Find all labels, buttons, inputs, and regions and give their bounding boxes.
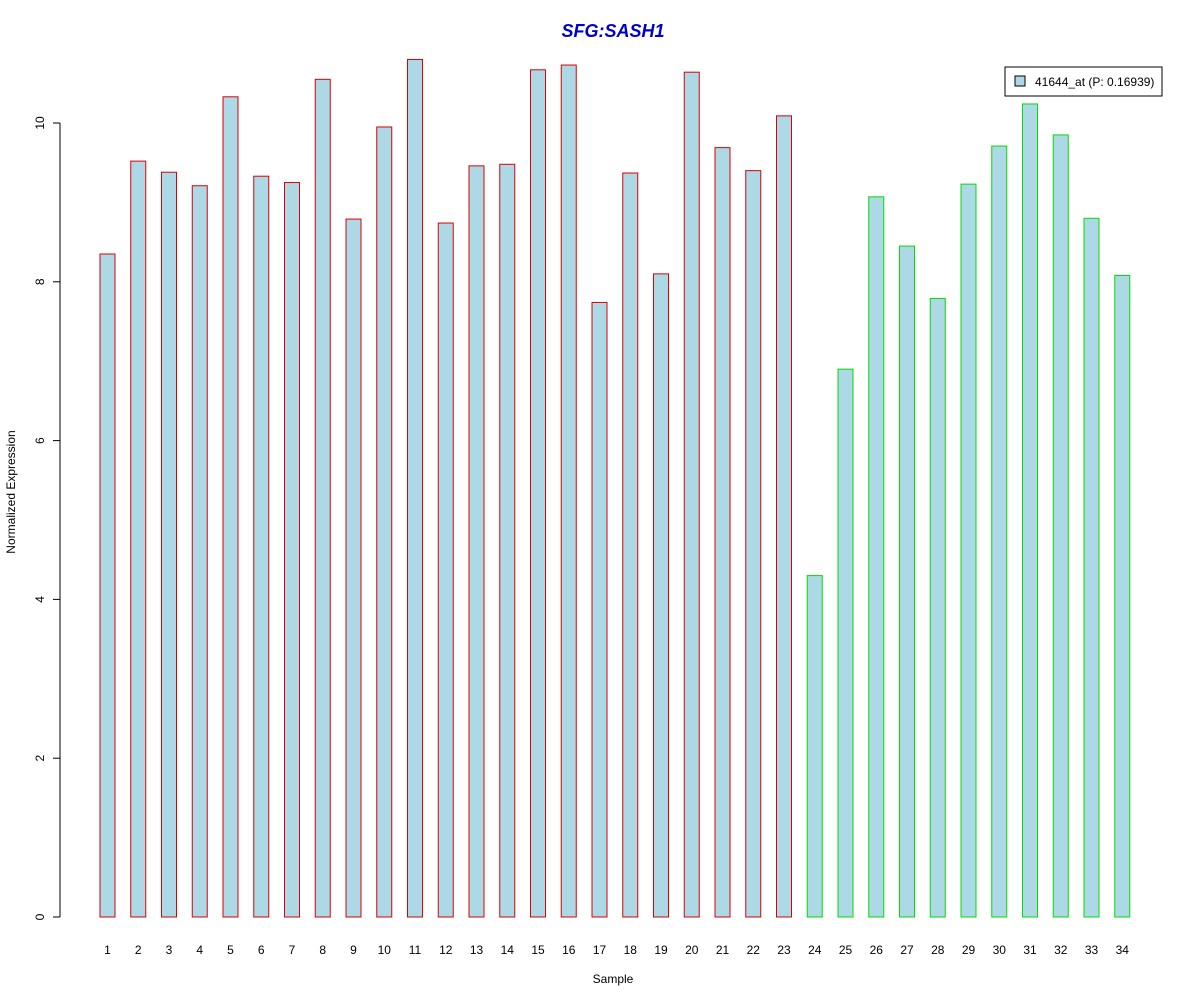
bar-sample-20 xyxy=(683,71,700,918)
x-tick-label: 31 xyxy=(1023,943,1037,957)
bar-sample-34 xyxy=(1114,274,1131,918)
bars-group xyxy=(99,58,1131,918)
legend: 41644_at (P: 0.16939) xyxy=(1004,66,1163,97)
bar-sample-15 xyxy=(530,69,546,918)
x-tick-label: 25 xyxy=(839,943,853,957)
bar-sample-9 xyxy=(345,218,362,918)
x-tick-label: 5 xyxy=(227,943,234,957)
x-tick-label: 3 xyxy=(166,943,173,957)
bar-sample-22 xyxy=(745,170,762,918)
chart-title: SFG:SASH1 xyxy=(561,21,664,41)
x-tick-label: 14 xyxy=(501,943,515,957)
x-tick-label: 21 xyxy=(716,943,730,957)
x-tick-label: 8 xyxy=(319,943,326,957)
y-tick-label: 2 xyxy=(33,755,47,762)
bar-sample-19 xyxy=(653,273,669,918)
x-tick-label: 29 xyxy=(962,943,976,957)
x-tick-label: 24 xyxy=(808,943,822,957)
bar-sample-8 xyxy=(314,78,331,918)
bar-sample-32 xyxy=(1052,134,1069,918)
bar-sample-28 xyxy=(929,297,946,918)
x-tick-label: 33 xyxy=(1085,943,1099,957)
x-tick-label: 1 xyxy=(104,943,111,957)
y-tick-label: 8 xyxy=(33,278,47,285)
bar-sample-12 xyxy=(437,222,454,918)
x-tick-label: 9 xyxy=(350,943,357,957)
y-tick-label: 4 xyxy=(33,596,47,603)
x-tick-label: 30 xyxy=(993,943,1007,957)
x-axis-labels: 1 2 3 4 5 6 7 8 9 10 11 12 13 14 15 16 17 18 19 20 21 22 23 24 2… xyxy=(104,943,1129,957)
bar-sample-29 xyxy=(960,183,977,918)
bar-sample-18 xyxy=(622,172,639,918)
bar-sample-27 xyxy=(899,245,915,918)
bar-sample-14 xyxy=(499,163,516,918)
x-axis-label: Sample xyxy=(593,972,634,986)
legend-swatch xyxy=(1014,75,1026,87)
legend-entry: 41644_at (P: 0.16939) xyxy=(1035,75,1154,89)
x-tick-label: 16 xyxy=(562,943,576,957)
x-tick-label: 6 xyxy=(258,943,265,957)
bar-sample-11 xyxy=(407,58,423,918)
bar-sample-5 xyxy=(222,96,239,918)
bar-sample-2 xyxy=(130,160,147,918)
x-tick-label: 11 xyxy=(409,943,422,957)
x-tick-label: 4 xyxy=(196,943,203,957)
bar-sample-24 xyxy=(806,575,823,918)
x-tick-label: 34 xyxy=(1116,943,1130,957)
x-tick-label: 20 xyxy=(685,943,699,957)
bar-sample-4 xyxy=(191,185,208,918)
bar-sample-3 xyxy=(161,171,177,918)
bar-sample-31 xyxy=(1022,103,1038,918)
x-tick-label: 13 xyxy=(470,943,484,957)
y-axis: 0 2 4 6 8 10 xyxy=(33,116,61,920)
bar-sample-16 xyxy=(560,64,577,918)
bar-sample-6 xyxy=(253,175,270,918)
x-tick-label: 2 xyxy=(135,943,142,957)
bar-sample-30 xyxy=(991,145,1008,918)
bar-sample-21 xyxy=(714,147,731,918)
x-tick-label: 26 xyxy=(870,943,884,957)
y-tick-label: 6 xyxy=(33,437,47,444)
x-tick-label: 32 xyxy=(1054,943,1068,957)
bar-sample-7 xyxy=(284,182,300,918)
y-tick-label: 0 xyxy=(33,913,47,920)
bar-sample-25 xyxy=(837,368,854,918)
bar-sample-23 xyxy=(776,115,792,918)
x-tick-label: 22 xyxy=(747,943,761,957)
x-tick-label: 10 xyxy=(378,943,392,957)
legend-box xyxy=(1004,66,1163,97)
x-tick-label: 12 xyxy=(439,943,453,957)
x-tick-label: 7 xyxy=(289,943,296,957)
x-tick-label: 17 xyxy=(593,943,607,957)
bar-sample-1 xyxy=(99,253,116,918)
bar-sample-17 xyxy=(591,301,608,918)
x-tick-label: 15 xyxy=(531,943,545,957)
y-tick-label: 10 xyxy=(33,116,47,130)
x-tick-label: 27 xyxy=(900,943,914,957)
x-tick-label: 23 xyxy=(777,943,791,957)
bar-sample-26 xyxy=(868,196,885,918)
x-tick-label: 28 xyxy=(931,943,945,957)
bar-sample-13 xyxy=(468,165,485,918)
x-tick-label: 19 xyxy=(654,943,668,957)
bar-sample-10 xyxy=(376,126,393,918)
y-axis-label: Normalized Expression xyxy=(4,430,18,553)
bar-sample-33 xyxy=(1083,217,1100,918)
x-tick-label: 18 xyxy=(624,943,638,957)
